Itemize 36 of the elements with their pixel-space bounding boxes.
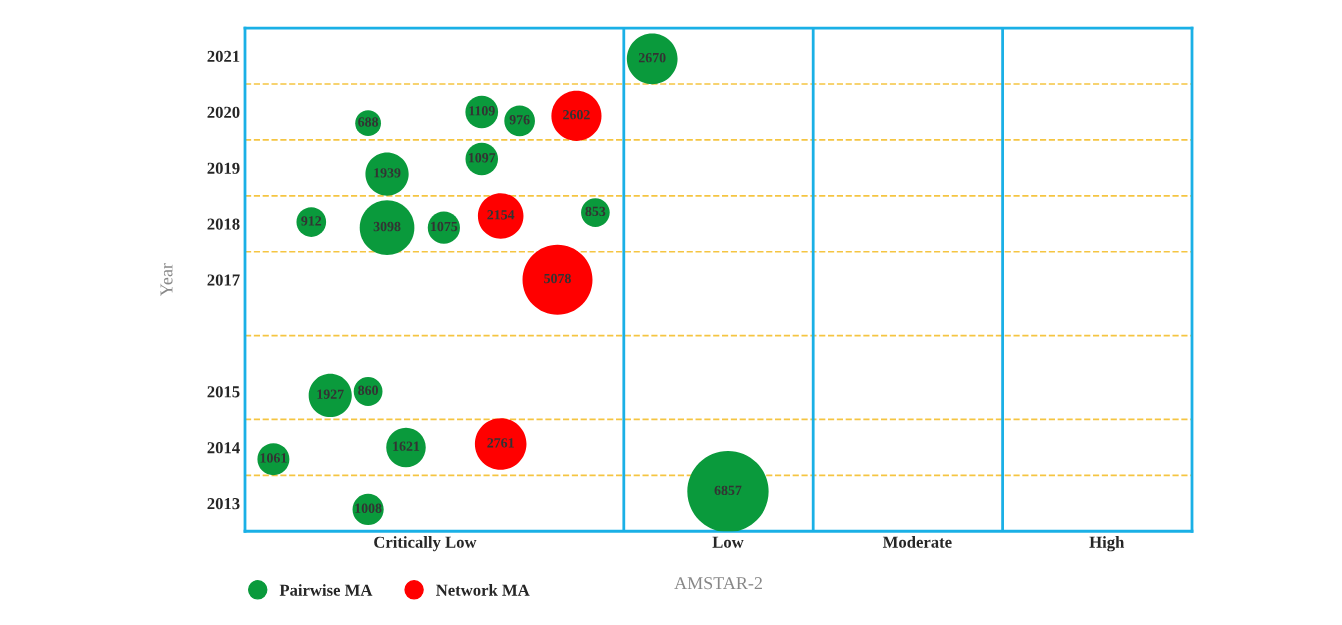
data-label: 1061 [260,453,287,463]
legend-label: Network MA [436,584,530,596]
data-label: 1927 [317,389,344,399]
x-tick-label: Moderate [882,536,952,548]
data-label: 853 [585,206,606,217]
y-tick-label: 2020 [207,106,240,118]
data-label: 912 [301,216,322,226]
data-label: 1939 [374,168,401,178]
x-tick-label: Low [712,536,744,548]
data-label: 2154 [487,210,515,220]
x-tick-label: High [1089,536,1125,552]
data-label: 1075 [431,221,458,232]
y-tick-label: 2013 [207,498,240,510]
data-label: 976 [509,115,530,125]
data-label: 2670 [638,52,666,63]
y-axis-title: Year [160,263,173,297]
data-label: 1621 [393,441,420,451]
y-tick-label: 2014 [207,442,240,454]
y-tick-label: 2021 [207,50,240,63]
y-tick-label: 2018 [207,218,240,230]
y-tick-label: 2017 [207,274,240,286]
y-tick-label: 2019 [207,162,240,174]
data-label: 2761 [487,438,514,448]
data-label: 1109 [469,106,495,116]
data-label: 6857 [714,485,742,496]
legend-label: Pairwise MA [279,584,373,596]
data-label: 1008 [355,503,382,513]
data-label: 2602 [563,110,590,120]
data-label: 1097 [468,153,496,163]
data-label: 5078 [544,273,571,284]
x-axis-title: AMSTAR-2 [674,577,762,590]
data-label: 688 [358,117,379,127]
data-label: 3098 [373,221,401,232]
data-label: 860 [358,385,378,395]
x-tick-label: Critically Low [374,536,477,552]
y-tick-label: 2015 [207,386,240,398]
